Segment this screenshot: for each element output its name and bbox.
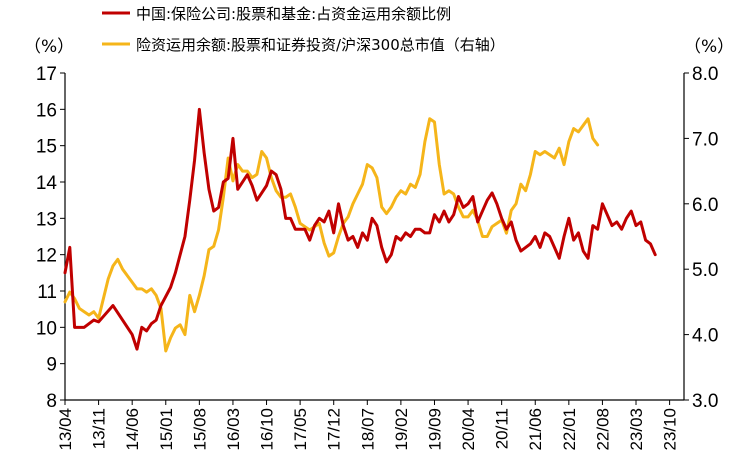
right-tick-label: 6.0 <box>692 195 718 216</box>
left-tick-label: 10 <box>36 318 57 339</box>
left-tick-label: 12 <box>36 246 57 267</box>
x-tick-label: 23/03 <box>627 408 646 451</box>
series-line-insurer-ratio <box>63 107 657 351</box>
x-tick-label: 21/06 <box>526 408 545 451</box>
legend-label-insurer-ratio: 中国:保险公司:股票和基金:占资金运用余额比例 <box>136 5 451 23</box>
x-tick-label: 23/10 <box>661 408 680 451</box>
x-tick-label: 18/07 <box>358 408 377 451</box>
right-tick-label: 7.0 <box>692 129 718 150</box>
x-tick-label: 16/10 <box>258 408 277 451</box>
left-tick-label: 8 <box>46 391 57 412</box>
x-tick-label: 13/04 <box>56 408 75 451</box>
right-tick-label: 4.0 <box>692 326 718 347</box>
left-tick-label: 13 <box>36 209 57 230</box>
x-tick-label: 19/02 <box>392 408 411 451</box>
x-tick-label: 20/04 <box>459 408 478 451</box>
x-tick-label: 22/01 <box>560 408 579 451</box>
right-axis-ticks: 3.0 4.0 5.0 6.0 7.0 8.0 <box>684 64 718 412</box>
x-tick-label: 15/01 <box>157 408 176 451</box>
series-line-hs300-ratio <box>63 117 600 353</box>
x-tick-label: 15/08 <box>190 408 209 451</box>
x-tick-label: 17/05 <box>291 408 310 451</box>
x-tick-label: 22/08 <box>593 408 612 451</box>
x-axis-ticks: 13/04 13/11 14/06 15/01 15/08 16/03 16/10 17/05… <box>56 400 680 451</box>
left-tick-label: 16 <box>36 100 57 121</box>
left-tick-label: 9 <box>46 355 57 376</box>
left-axis-unit: （%） <box>24 37 74 57</box>
left-tick-label: 11 <box>37 282 57 303</box>
right-tick-label: 8.0 <box>692 64 718 85</box>
left-tick-label: 14 <box>36 173 58 194</box>
right-axis-unit: （%） <box>684 37 734 57</box>
x-tick-label: 17/12 <box>325 408 344 451</box>
left-tick-label: 15 <box>36 137 57 158</box>
legend: 中国:保险公司:股票和基金:占资金运用余额比例 险资运用余额:股票和证券投资/沪… <box>102 5 505 54</box>
x-tick-label: 20/11 <box>493 408 512 449</box>
right-tick-label: 3.0 <box>692 391 718 412</box>
x-tick-label: 16/03 <box>224 408 243 451</box>
legend-label-hs300-ratio: 险资运用余额:股票和证券投资/沪深300总市值（右轴） <box>136 36 505 54</box>
x-tick-label: 14/06 <box>123 408 142 451</box>
left-tick-label: 17 <box>36 64 57 85</box>
left-axis-ticks: 8 9 10 11 12 13 14 15 16 17 <box>36 64 65 412</box>
x-tick-label: 19/09 <box>425 408 444 451</box>
right-tick-label: 5.0 <box>692 260 718 281</box>
x-tick-label: 13/11 <box>90 408 109 449</box>
